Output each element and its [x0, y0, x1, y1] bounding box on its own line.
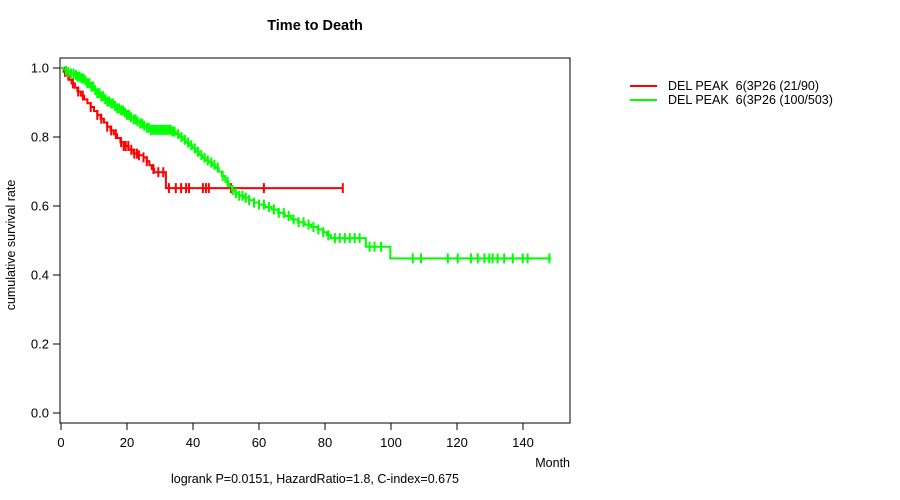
x-tick-label: 80: [318, 435, 332, 450]
chart-title: Time to Death: [267, 18, 363, 34]
y-tick-label: 0.6: [31, 199, 49, 214]
x-tick-label: 100: [380, 435, 402, 450]
y-axis-label: cumulative survival rate: [4, 179, 18, 311]
y-tick-label: 0.8: [31, 130, 49, 145]
legend-label-group1: DEL PEAK 6(3P26 (21/90): [668, 79, 820, 93]
survival-curve: [61, 67, 551, 260]
y-tick-label: 0.4: [31, 268, 49, 283]
y-tick-label: 0.0: [31, 406, 49, 421]
stats-caption: logrank P=0.0151, HazardRatio=1.8, C-ind…: [170, 472, 460, 486]
legend: DEL PEAK 6(3P26 (21/90) DEL PEAK 6(3P26 …: [630, 79, 833, 107]
x-tick-label: 40: [186, 435, 200, 450]
survival-curve: [61, 67, 344, 190]
x-axis-label: Month: [535, 456, 570, 470]
y-tick-label: 0.2: [31, 337, 49, 352]
x-tick-label: 140: [512, 435, 534, 450]
x-tick-label: 20: [120, 435, 134, 450]
legend-item-group1: DEL PEAK 6(3P26 (21/90): [630, 79, 833, 93]
x-tick-label: 120: [446, 435, 468, 450]
legend-item-group2: DEL PEAK 6(3P26 (100/503): [630, 93, 833, 107]
x-tick-label: 60: [252, 435, 266, 450]
y-tick-label: 1.0: [31, 61, 49, 76]
x-tick-label: 0: [57, 435, 64, 450]
legend-line-red-icon: [630, 85, 657, 87]
plot-box: [59, 57, 571, 424]
legend-label-group2: DEL PEAK 6(3P26 (100/503): [668, 93, 833, 107]
legend-line-green-icon: [630, 99, 657, 101]
